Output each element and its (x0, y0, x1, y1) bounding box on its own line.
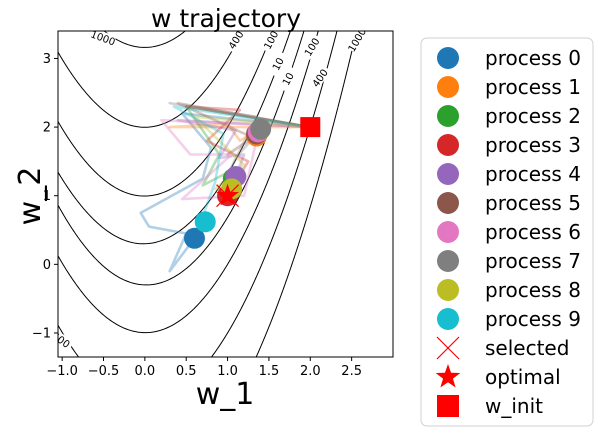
legend-label-selected: selected (485, 336, 569, 360)
legend-marker-process-1 (437, 76, 459, 98)
legend-marker-process-0 (437, 47, 459, 69)
x-axis-label: w_1 (196, 377, 255, 412)
legend-marker-process-4 (437, 163, 459, 185)
contour-label: 1000 (89, 29, 117, 48)
trajectory-process-3 (184, 105, 311, 197)
legend-marker-process-3 (437, 134, 459, 156)
trajectory-process-6 (160, 118, 311, 201)
x-tick-label: 1.5 (259, 364, 280, 379)
contour-label-bg (224, 31, 247, 53)
y-tick-label: 3 (43, 52, 51, 67)
contour-label-bg (308, 64, 331, 91)
contour-label-bg (345, 31, 368, 53)
legend-label-process-9: process 9 (485, 307, 581, 331)
y-axis: −1 0 1 2 3 (32, 52, 58, 341)
contour-label: 10 (271, 56, 287, 72)
legend-label-optimal: optimal (485, 365, 561, 389)
x-tick-label: 2.0 (300, 364, 321, 379)
y-tick-label: 1 (43, 189, 51, 204)
final-point-process-7 (250, 118, 272, 140)
optimal-marker (216, 183, 239, 206)
plot-frame (57, 30, 394, 358)
x-tick-label: −0.5 (88, 364, 120, 379)
contour-label-bg (300, 33, 323, 60)
x-tick-label: 0.5 (176, 364, 197, 379)
x-tick-label: 2.5 (341, 364, 362, 379)
legend-label-process-1: process 1 (485, 75, 581, 99)
legend-label-process-7: process 7 (485, 249, 581, 273)
legend: process 0 process 1 process 2 process 3 proc… (420, 37, 594, 427)
chart-title: w trajectory (151, 4, 301, 33)
legend-marker-process-2 (437, 105, 459, 127)
final-markers (183, 118, 272, 249)
legend-marker-selected (436, 336, 460, 360)
x-tick-label: −1.0 (46, 364, 78, 379)
legend-marker-process-8 (437, 279, 459, 301)
y-axis-label: w_2 (13, 167, 48, 226)
contour-label-bg (267, 50, 289, 77)
contour-label-bg (90, 31, 117, 47)
legend-marker-process-7 (437, 250, 459, 272)
legend-label-process-8: process 8 (485, 278, 581, 302)
legend-marker-process-5 (437, 192, 459, 214)
legend-label-process-5: process 5 (485, 191, 581, 215)
legend-frame (420, 37, 594, 427)
y-tick-label: 0 (43, 258, 51, 273)
trajectory-process-7 (168, 101, 311, 177)
final-point-process-0 (183, 227, 205, 249)
final-point-process-9 (194, 211, 216, 233)
special-markers (216, 117, 321, 208)
trajectory-process-4 (176, 118, 311, 177)
w-init-marker (300, 117, 321, 138)
legend-label-process-4: process 4 (485, 162, 581, 186)
y-tick-label: 2 (43, 121, 51, 136)
legend-marker-process-6 (437, 221, 459, 243)
legend-label-process-3: process 3 (485, 133, 581, 157)
trajectory-lines (139, 101, 311, 273)
x-axis: −1.0 −0.5 0.0 0.5 1.0 1.5 2.0 2.5 (46, 357, 362, 379)
trajectory-process-0 (139, 112, 311, 273)
legend-marker-optimal (435, 364, 461, 388)
legend-marker-w-init (437, 395, 459, 417)
contour-label-bg (260, 31, 282, 53)
legend-label-process-2: process 2 (485, 104, 581, 128)
legend-label-process-6: process 6 (485, 220, 581, 244)
legend-marker-process-9 (437, 308, 459, 330)
contour-level-400 (58, 31, 338, 357)
contour-label-bg (277, 65, 299, 92)
contour-label: 10 (281, 71, 297, 87)
x-tick-label: 0.0 (135, 364, 156, 379)
contour-level-100 (58, 31, 319, 334)
contour-label-bg (58, 328, 75, 351)
legend-label-w-init: w_init (485, 394, 543, 418)
legend-label-process-0: process 0 (485, 46, 581, 70)
y-tick-label: −1 (32, 326, 51, 341)
x-tick-label: 1.0 (217, 364, 238, 379)
